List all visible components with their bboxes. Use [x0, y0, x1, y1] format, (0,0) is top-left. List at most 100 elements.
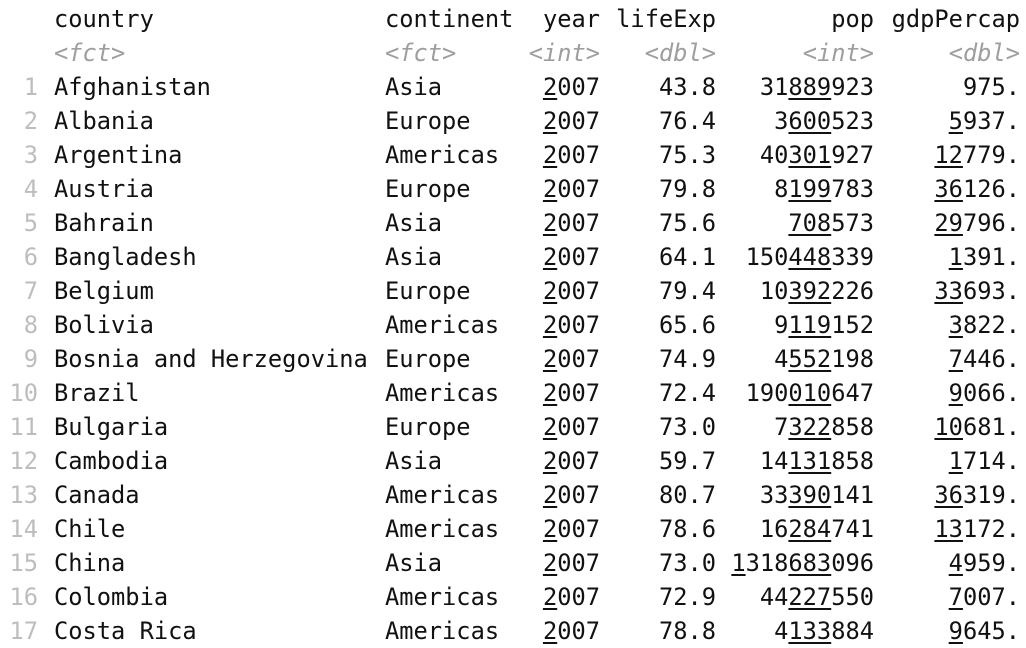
cell-country: Bangladesh — [54, 243, 197, 271]
cell-year: 2007 — [542, 549, 600, 577]
cell-gdpPercap: 975. — [962, 73, 1020, 101]
cell-year: 2007 — [542, 583, 600, 611]
col-type-year: <int> — [528, 39, 600, 67]
cell-lifeExp: 78.6 — [658, 515, 716, 543]
cell-pop: 16284741 — [759, 515, 874, 543]
row-number: 14 — [9, 515, 38, 543]
cell-pop: 33390141 — [759, 481, 874, 509]
row-number: 6 — [23, 243, 38, 271]
cell-country: Costa Rica — [54, 617, 197, 645]
row-number: 4 — [23, 175, 38, 203]
cell-continent: Americas — [385, 311, 500, 339]
cell-lifeExp: 72.9 — [658, 583, 716, 611]
cell-gdpPercap: 3822. — [948, 311, 1020, 339]
cell-lifeExp: 72.4 — [658, 379, 716, 407]
cell-country: Bahrain — [54, 209, 154, 237]
cell-continent: Asia — [385, 447, 443, 475]
cell-gdpPercap: 5937. — [948, 107, 1020, 135]
cell-gdpPercap: 29796. — [934, 209, 1020, 237]
col-type-country: <fct> — [54, 39, 126, 67]
cell-pop: 150448339 — [745, 243, 874, 271]
cell-pop: 31889923 — [759, 73, 874, 101]
cell-gdpPercap: 9645. — [948, 617, 1020, 645]
cell-continent: Americas — [385, 583, 500, 611]
cell-continent: Americas — [385, 481, 500, 509]
cell-gdpPercap: 13172. — [934, 515, 1020, 543]
cell-year: 2007 — [542, 311, 600, 339]
cell-year: 2007 — [542, 481, 600, 509]
table-row: 11 Bulgaria Europe 2007 73.0 7322858 10681. — [0, 410, 1026, 444]
cell-country: Chile — [54, 515, 126, 543]
cell-pop: 8199783 — [774, 175, 874, 203]
cell-continent: Americas — [385, 617, 500, 645]
cell-continent: Asia — [385, 243, 443, 271]
cell-country: Austria — [54, 175, 154, 203]
row-number: 2 — [23, 107, 38, 135]
row-number: 5 — [23, 209, 38, 237]
cell-continent: Europe — [385, 175, 471, 203]
cell-continent: Europe — [385, 277, 471, 305]
cell-continent: Asia — [385, 73, 443, 101]
cell-pop: 4552198 — [774, 345, 874, 373]
table-row: 12 Cambodia Asia 2007 59.7 14131858 1714. — [0, 444, 1026, 478]
row-number: 3 — [23, 141, 38, 169]
col-name-gdpPercap: gdpPercap — [891, 5, 1020, 33]
cell-gdpPercap: 4959. — [948, 549, 1020, 577]
cell-year: 2007 — [542, 175, 600, 203]
cell-gdpPercap: 10681. — [934, 413, 1020, 441]
cell-gdpPercap: 9066. — [948, 379, 1020, 407]
col-type-gdpPercap: <dbl> — [948, 39, 1020, 67]
col-name-continent: continent — [385, 5, 514, 33]
cell-lifeExp: 59.7 — [658, 447, 716, 475]
table-row: 14 Chile Americas 2007 78.6 16284741 13172. — [0, 512, 1026, 546]
cell-lifeExp: 78.8 — [658, 617, 716, 645]
cell-country: Colombia — [54, 583, 169, 611]
cell-year: 2007 — [542, 141, 600, 169]
cell-pop: 10392226 — [759, 277, 874, 305]
cell-continent: Europe — [385, 345, 471, 373]
cell-pop: 708573 — [788, 209, 874, 237]
col-name-lifeExp: lifeExp — [616, 5, 716, 33]
cell-country: Bulgaria — [54, 413, 169, 441]
cell-year: 2007 — [542, 413, 600, 441]
cell-country: Bolivia — [54, 311, 154, 339]
cell-pop: 1318683096 — [731, 549, 874, 577]
col-type-lifeExp: <dbl> — [644, 39, 716, 67]
cell-country: Albania — [54, 107, 154, 135]
cell-pop: 44227550 — [759, 583, 874, 611]
cell-continent: Asia — [385, 549, 443, 577]
col-name-country: country — [54, 5, 154, 33]
cell-lifeExp: 65.6 — [658, 311, 716, 339]
cell-gdpPercap: 12779. — [934, 141, 1020, 169]
table-row: 13 Canada Americas 2007 80.7 33390141 36319. — [0, 478, 1026, 512]
cell-pop: 9119152 — [774, 311, 874, 339]
table-row: 9 Bosnia and Herzegovina Europe 2007 74.9 455… — [0, 342, 1026, 376]
table-row: 2 Albania Europe 2007 76.4 3600523 5937. — [0, 104, 1026, 138]
row-number: 9 — [23, 345, 38, 373]
type-row: <fct> <fct> <int> <dbl> <int> <dbl> — [0, 36, 1026, 70]
cell-continent: Americas — [385, 379, 500, 407]
col-type-continent: <fct> — [385, 39, 457, 67]
cell-country: China — [54, 549, 126, 577]
cell-continent: Europe — [385, 107, 471, 135]
cell-gdpPercap: 36126. — [934, 175, 1020, 203]
cell-lifeExp: 80.7 — [658, 481, 716, 509]
cell-gdpPercap: 36319. — [934, 481, 1020, 509]
cell-pop: 40301927 — [759, 141, 874, 169]
cell-lifeExp: 79.8 — [658, 175, 716, 203]
cell-year: 2007 — [542, 515, 600, 543]
header-row: country continent year lifeExp pop gdpPe… — [0, 2, 1026, 36]
cell-lifeExp: 43.8 — [658, 73, 716, 101]
cell-pop: 7322858 — [774, 413, 874, 441]
cell-country: Canada — [54, 481, 140, 509]
cell-lifeExp: 75.6 — [658, 209, 716, 237]
cell-gdpPercap: 1391. — [948, 243, 1020, 271]
table-row: 3 Argentina Americas 2007 75.3 40301927 12779. — [0, 138, 1026, 172]
cell-lifeExp: 73.0 — [658, 413, 716, 441]
cell-year: 2007 — [542, 617, 600, 645]
cell-lifeExp: 76.4 — [658, 107, 716, 135]
cell-country: Cambodia — [54, 447, 169, 475]
cell-lifeExp: 64.1 — [658, 243, 716, 271]
table-row: 10 Brazil Americas 2007 72.4 190010647 9066. — [0, 376, 1026, 410]
